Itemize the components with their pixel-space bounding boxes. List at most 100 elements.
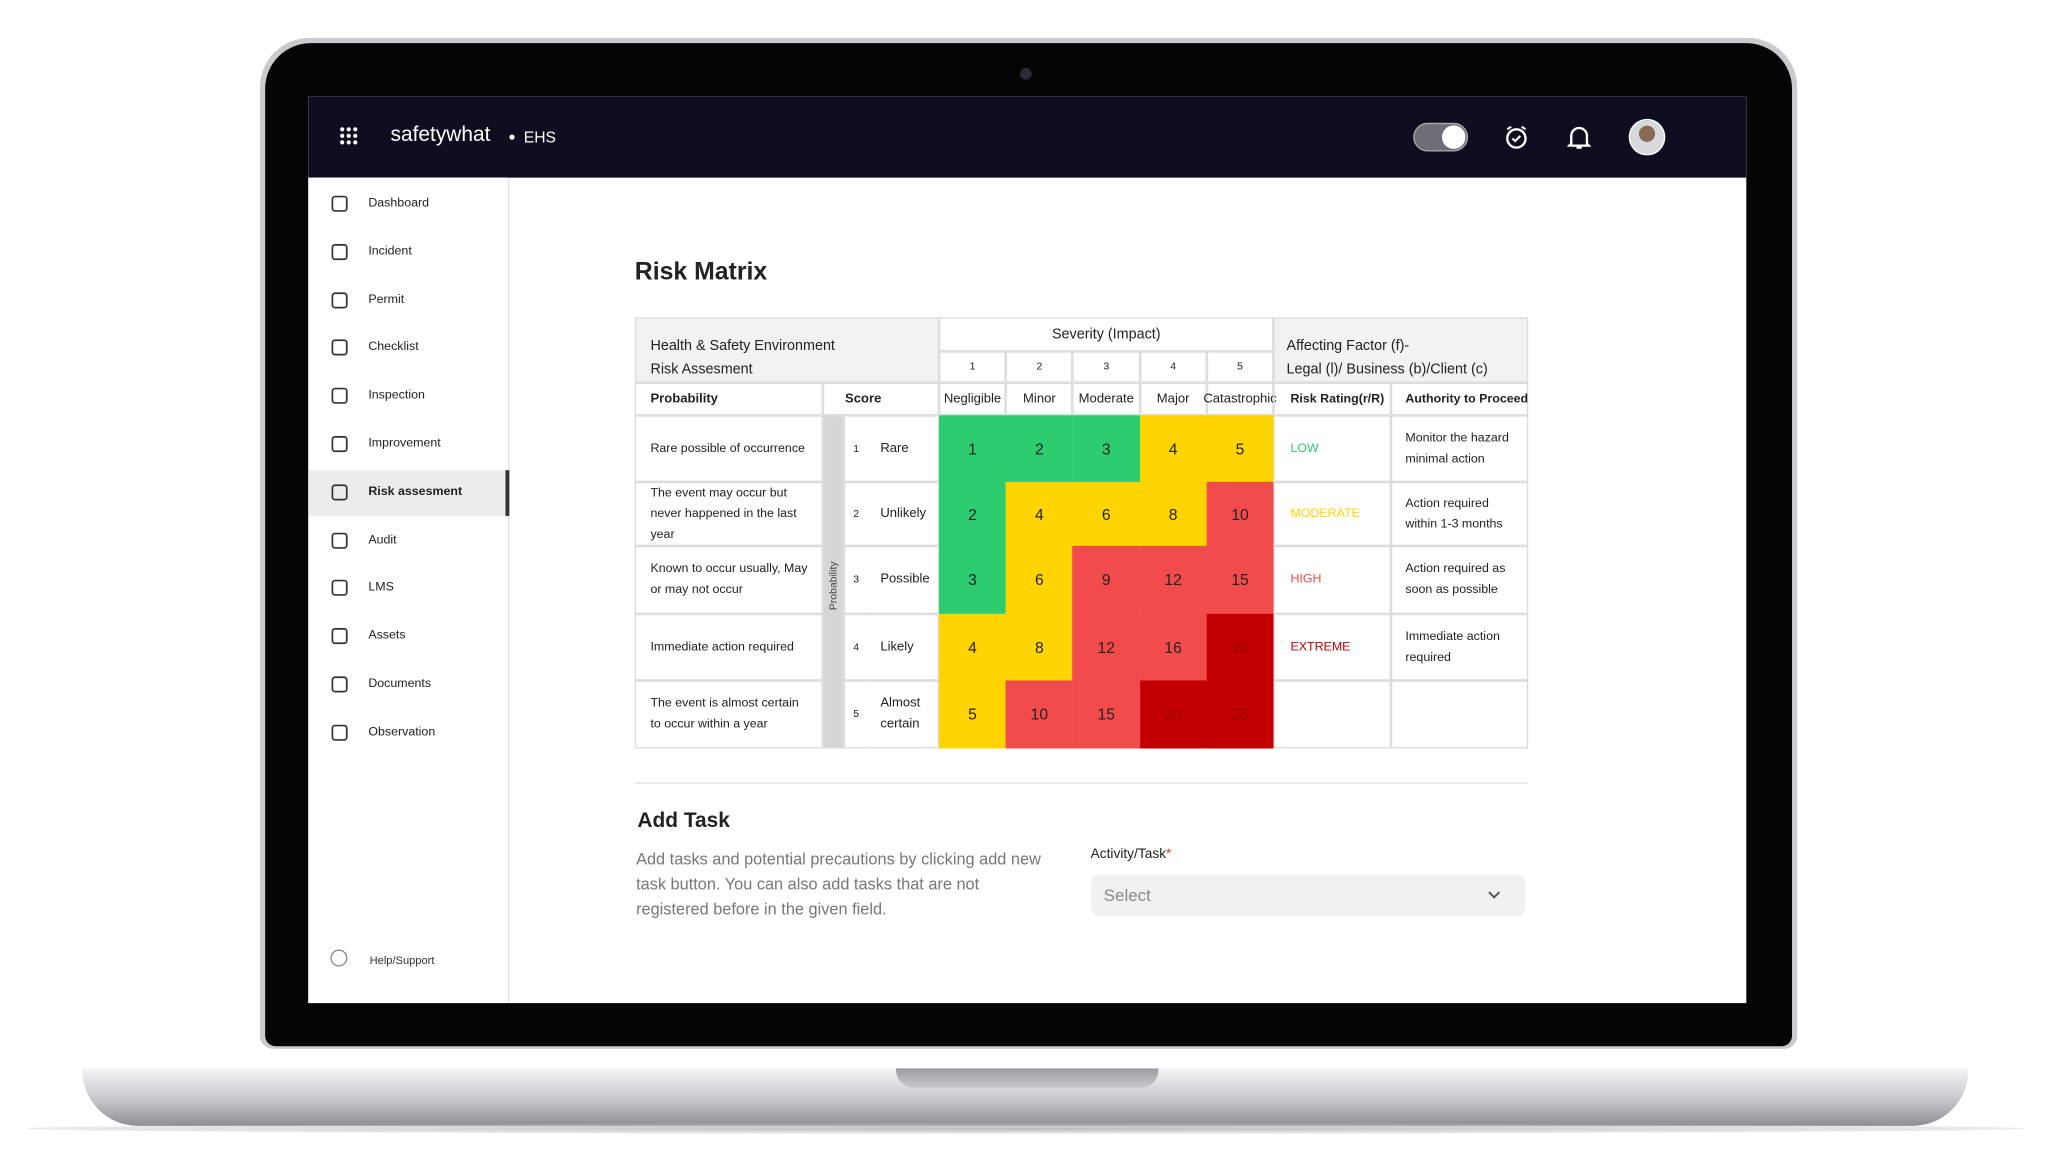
- add-task-description: Add tasks and potential precautions by c…: [636, 850, 1041, 919]
- risk-cell: 4: [1005, 481, 1073, 546]
- nav-item[interactable]: Audit: [308, 518, 509, 564]
- header-line: Affecting Factor (f)-: [1286, 338, 1410, 354]
- authority: Action required within 1-3 months: [1391, 481, 1529, 546]
- risk-cell: 20: [1206, 613, 1274, 681]
- nav-label: Inspection: [368, 388, 425, 403]
- row-score: 4: [843, 613, 868, 681]
- nav-icon: [331, 580, 348, 597]
- severity-score: 3: [1072, 351, 1140, 383]
- risk-cell: 6: [1005, 545, 1073, 614]
- risk-cell: 3: [939, 545, 1006, 614]
- nav-item[interactable]: Risk assesment: [308, 469, 510, 516]
- risk-cell: 15: [1206, 545, 1274, 614]
- apps-icon[interactable]: [340, 127, 358, 145]
- row-description: The event may occur but never happened i…: [634, 481, 823, 546]
- nav-item[interactable]: Improvement: [308, 422, 509, 468]
- row-description: Immediate action required: [634, 613, 823, 681]
- risk-cell: 8: [1139, 481, 1207, 546]
- risk-cell: 25: [1206, 680, 1274, 749]
- authority: Action required as soon as possible: [1391, 545, 1529, 614]
- row-description: The event is almost certain to occur wit…: [634, 680, 823, 749]
- nav-item[interactable]: Checklist: [308, 326, 509, 372]
- nav-label: Observation: [368, 724, 436, 739]
- chevron: [1488, 891, 1501, 899]
- row-score: 3: [843, 545, 868, 614]
- nav-label: Dashboard: [368, 195, 430, 211]
- row-description: Known to occur usually, May or may not o…: [634, 545, 823, 614]
- brand: safetywhat: [390, 124, 491, 147]
- help-icon: [330, 949, 348, 967]
- avatar[interactable]: [1628, 118, 1666, 156]
- toggle-knob: [1441, 125, 1466, 149]
- base-shadow: [26, 1123, 2025, 1134]
- probability-bar: [822, 415, 844, 749]
- severity-score: 2: [1005, 351, 1073, 383]
- nav-icon: [331, 195, 348, 212]
- nav-label: Improvement: [368, 436, 441, 451]
- nav-icon: [331, 436, 348, 453]
- nav-item[interactable]: Documents: [308, 662, 509, 708]
- nav-icon: [331, 387, 348, 405]
- severity-score: 1: [939, 351, 1006, 383]
- nav-icon: [331, 291, 348, 308]
- nav-icon: [331, 532, 348, 549]
- risk-cell: 3: [1072, 415, 1140, 482]
- risk-cell: 15: [1072, 680, 1140, 749]
- field-label: Activity/Task*: [1091, 846, 1172, 862]
- risk-cell: 12: [1139, 545, 1207, 614]
- factor-header: Affecting Factor (f)- Legal (l)/ Business…: [1273, 317, 1529, 383]
- nav-item[interactable]: Incident: [308, 230, 509, 276]
- risk-cell: 4: [939, 613, 1006, 681]
- nav-item[interactable]: Observation: [308, 710, 509, 756]
- header-line: Risk Assesment: [650, 361, 753, 378]
- help-link[interactable]: Help/Support: [369, 953, 435, 967]
- risk-cell: 2: [1005, 415, 1073, 482]
- risk-cell: 6: [1072, 481, 1140, 546]
- nav-label: Risk assesment: [368, 484, 463, 499]
- left-header: Health & Safety Environment Risk Assesmen…: [634, 317, 940, 383]
- nav-label: Audit: [368, 532, 397, 547]
- severity-label: Major: [1139, 382, 1207, 416]
- top-bar: safetywhat EHS: [308, 96, 1747, 178]
- required-mark: *: [1166, 846, 1172, 863]
- nav-icon: [331, 339, 348, 356]
- score-header: Score: [822, 382, 940, 416]
- severity-label: Minor: [1005, 382, 1073, 416]
- nav-item[interactable]: LMS: [308, 566, 509, 612]
- nav-icon: [331, 724, 348, 741]
- probability-header: Probability: [634, 382, 823, 416]
- row-score: 1: [843, 415, 868, 482]
- activity-select[interactable]: Select: [1090, 875, 1526, 916]
- row-label: Possible: [867, 545, 940, 614]
- bullet: [509, 134, 515, 140]
- nav-label: Assets: [368, 628, 406, 643]
- toggle[interactable]: [1413, 122, 1469, 152]
- severity-title: Severity (Impact): [939, 317, 1274, 352]
- screen: safetywhat EHS Dashboard Incident Permit Ch…: [308, 96, 1747, 1004]
- nav-label: Checklist: [368, 340, 419, 355]
- nav-item[interactable]: Permit: [308, 278, 509, 324]
- nav-icon: [331, 628, 348, 645]
- risk-cell: 5: [1206, 415, 1274, 482]
- alarm-icon[interactable]: [1503, 124, 1529, 150]
- risk-rating: MODERATE: [1273, 481, 1392, 546]
- bell-icon[interactable]: [1567, 124, 1591, 150]
- row-label: Likely: [867, 613, 940, 681]
- nav-item[interactable]: Inspection: [308, 374, 509, 420]
- severity-label: Moderate: [1072, 382, 1140, 416]
- risk-rating: EXTREME: [1273, 613, 1392, 681]
- nav-item[interactable]: Assets: [308, 614, 509, 660]
- severity-score: 4: [1139, 351, 1207, 383]
- risk-rating-header: Risk Rating(r/R): [1273, 382, 1392, 416]
- risk-matrix: Health & Safety Environment Risk Assesmen…: [308, 97, 1746, 1003]
- row-label: Rare: [867, 415, 940, 482]
- risk-cell: 10: [1005, 680, 1073, 749]
- row-score: 5: [843, 680, 868, 749]
- row-score: 2: [843, 481, 868, 546]
- authority: Monitor the hazard minimal action: [1391, 415, 1529, 482]
- nav-item[interactable]: Dashboard: [308, 182, 509, 228]
- risk-rating: LOW: [1273, 415, 1392, 482]
- row-description: Rare possible of occurrence: [634, 415, 823, 482]
